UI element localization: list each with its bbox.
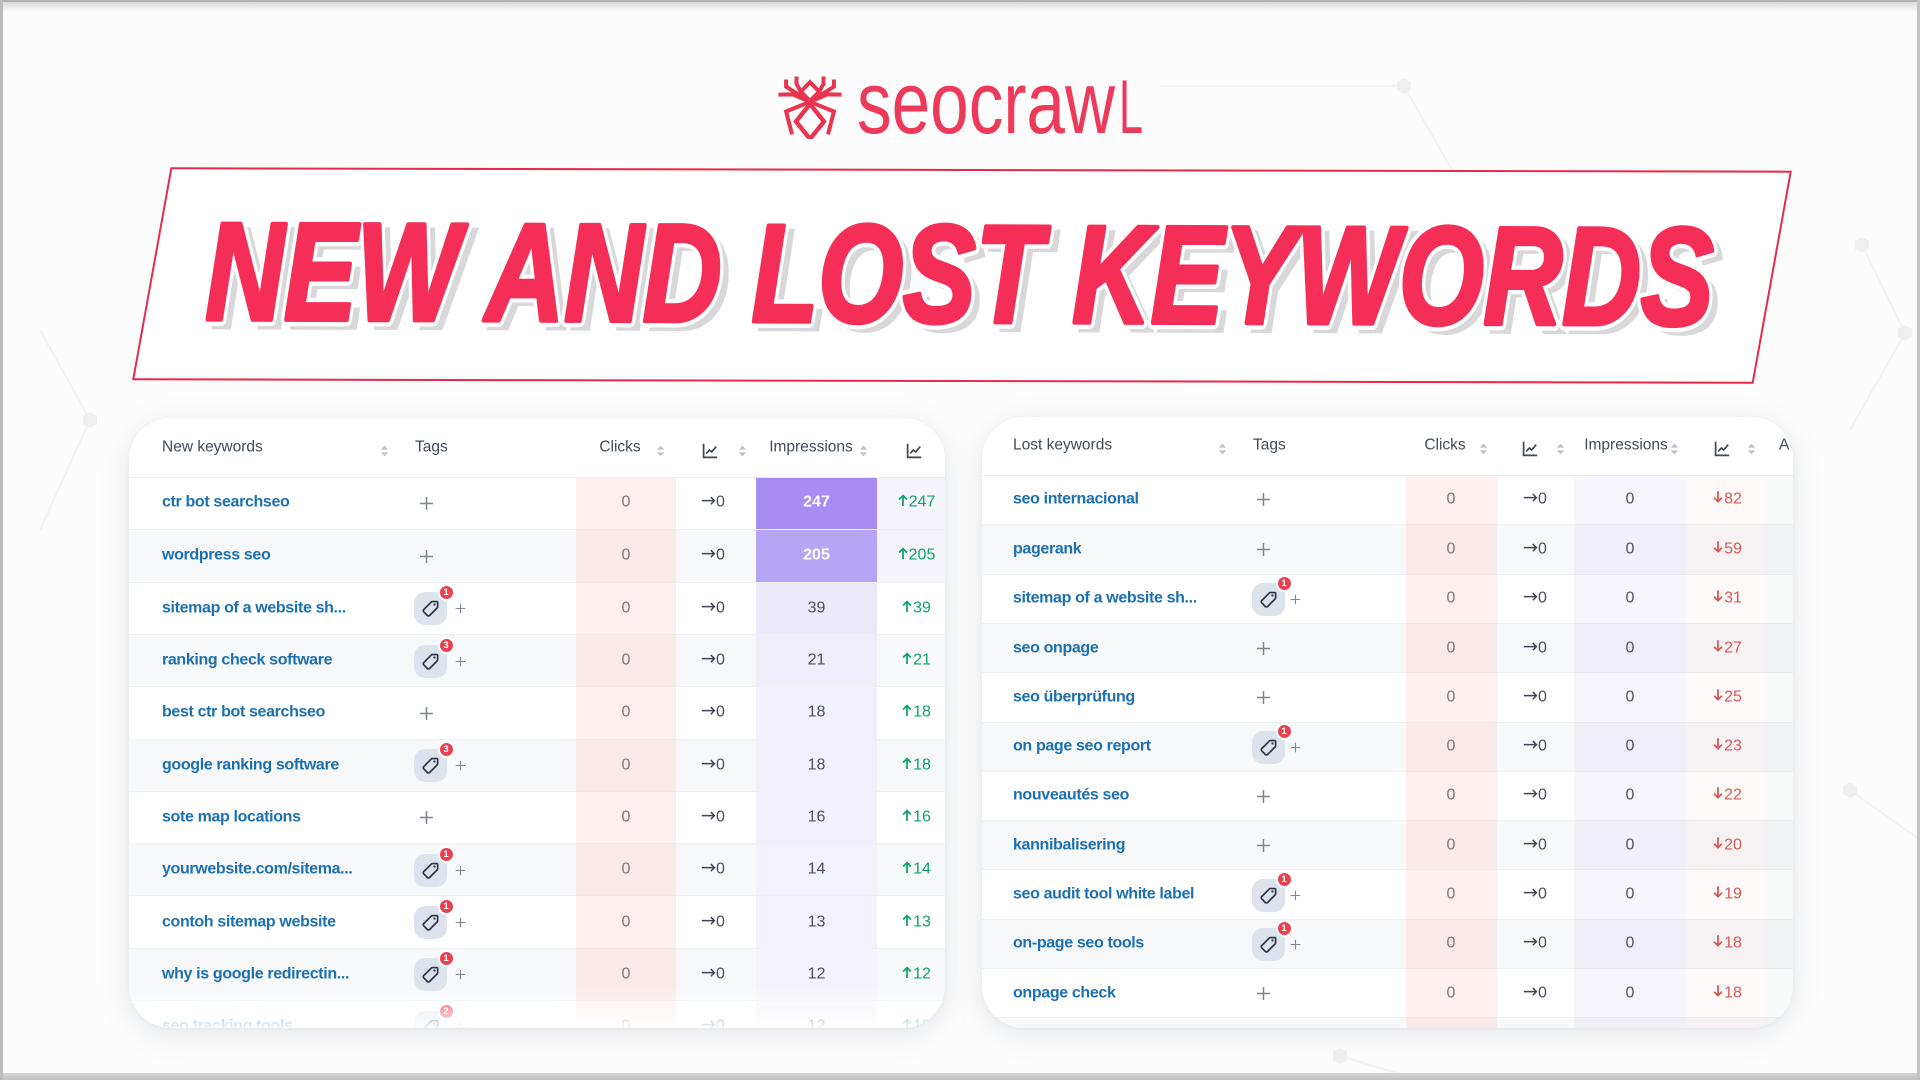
svg-text:L: L bbox=[1119, 65, 1143, 150]
svg-text:seocraw: seocraw bbox=[857, 53, 1116, 152]
svg-text:NEW AND LOST KEYWORDS: NEW AND LOST KEYWORDS bbox=[205, 194, 1714, 354]
svg-text:NEW AND LOST KEYWORDS: NEW AND LOST KEYWORDS bbox=[213, 201, 1722, 361]
svg-text:NEW AND LOST KEYWORDS: NEW AND LOST KEYWORDS bbox=[205, 194, 1714, 354]
